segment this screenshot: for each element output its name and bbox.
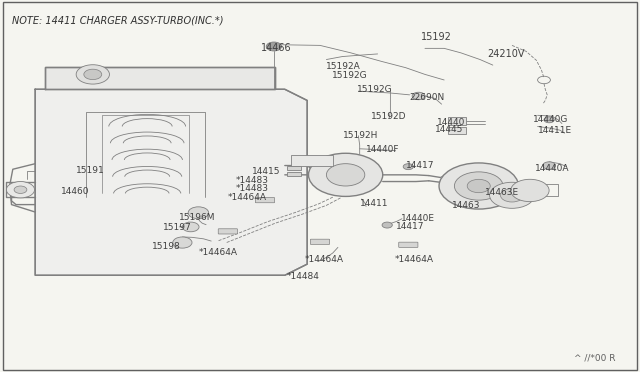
Circle shape (544, 117, 554, 123)
Circle shape (490, 182, 534, 208)
Text: 15192D: 15192D (371, 112, 406, 121)
Text: 14463E: 14463E (485, 188, 519, 197)
Text: 14415: 14415 (252, 167, 280, 176)
Text: NOTE: 14411 CHARGER ASSY-TURBO(INC.*): NOTE: 14411 CHARGER ASSY-TURBO(INC.*) (12, 16, 223, 26)
Bar (291, 155, 333, 166)
Text: *14484: *14484 (287, 272, 319, 280)
Circle shape (266, 42, 282, 51)
Bar (287, 172, 301, 176)
Text: *14464A: *14464A (198, 248, 237, 257)
Text: 15192A: 15192A (326, 62, 361, 71)
Circle shape (182, 222, 199, 232)
Circle shape (6, 182, 35, 198)
Circle shape (14, 186, 27, 193)
Text: 14440A: 14440A (535, 164, 570, 173)
Text: 14466: 14466 (261, 44, 292, 53)
Text: 14460: 14460 (61, 187, 90, 196)
Text: 15192: 15192 (421, 32, 452, 42)
Circle shape (500, 189, 524, 202)
Circle shape (84, 69, 102, 80)
Circle shape (543, 162, 556, 169)
Text: 15198: 15198 (152, 242, 181, 251)
Circle shape (308, 153, 383, 196)
Polygon shape (35, 89, 307, 275)
Text: *14464A: *14464A (305, 255, 344, 264)
Text: 14440: 14440 (436, 118, 465, 126)
Text: 15192G: 15192G (332, 71, 367, 80)
Text: ^ //*00 R: ^ //*00 R (574, 354, 616, 363)
Text: 15191: 15191 (76, 166, 104, 175)
FancyBboxPatch shape (218, 229, 237, 234)
Text: *14464A: *14464A (228, 193, 267, 202)
Text: 14411: 14411 (360, 199, 389, 208)
FancyBboxPatch shape (399, 242, 418, 247)
Text: *14464A: *14464A (394, 255, 433, 264)
FancyBboxPatch shape (255, 198, 275, 203)
Text: 24210V: 24210V (488, 49, 525, 59)
Text: 14440G: 14440G (532, 115, 568, 124)
Circle shape (76, 65, 109, 84)
Text: 14411E: 14411E (538, 126, 572, 135)
Circle shape (188, 207, 209, 219)
Circle shape (403, 164, 413, 170)
Text: 14445: 14445 (435, 125, 463, 134)
Text: *14483: *14483 (236, 184, 269, 193)
Circle shape (412, 92, 425, 100)
Text: 15197: 15197 (163, 223, 191, 232)
Circle shape (326, 164, 365, 186)
Bar (287, 166, 301, 170)
Text: 15192G: 15192G (357, 85, 393, 94)
Polygon shape (45, 67, 275, 89)
Text: 14440E: 14440E (401, 214, 435, 223)
Bar (448, 117, 466, 125)
Text: 15196M: 15196M (179, 213, 216, 222)
Text: 15192H: 15192H (343, 131, 378, 140)
FancyBboxPatch shape (310, 239, 330, 244)
Circle shape (511, 179, 549, 202)
Circle shape (454, 172, 503, 200)
Circle shape (439, 163, 518, 209)
Bar (448, 127, 466, 134)
Circle shape (382, 222, 392, 228)
Text: 22690N: 22690N (410, 93, 445, 102)
Circle shape (173, 237, 192, 248)
Circle shape (467, 179, 490, 193)
Text: 14417: 14417 (396, 222, 424, 231)
Text: *14483: *14483 (236, 176, 269, 185)
Text: 14440F: 14440F (366, 145, 399, 154)
Text: 14417: 14417 (406, 161, 435, 170)
Text: 14463: 14463 (452, 201, 481, 210)
